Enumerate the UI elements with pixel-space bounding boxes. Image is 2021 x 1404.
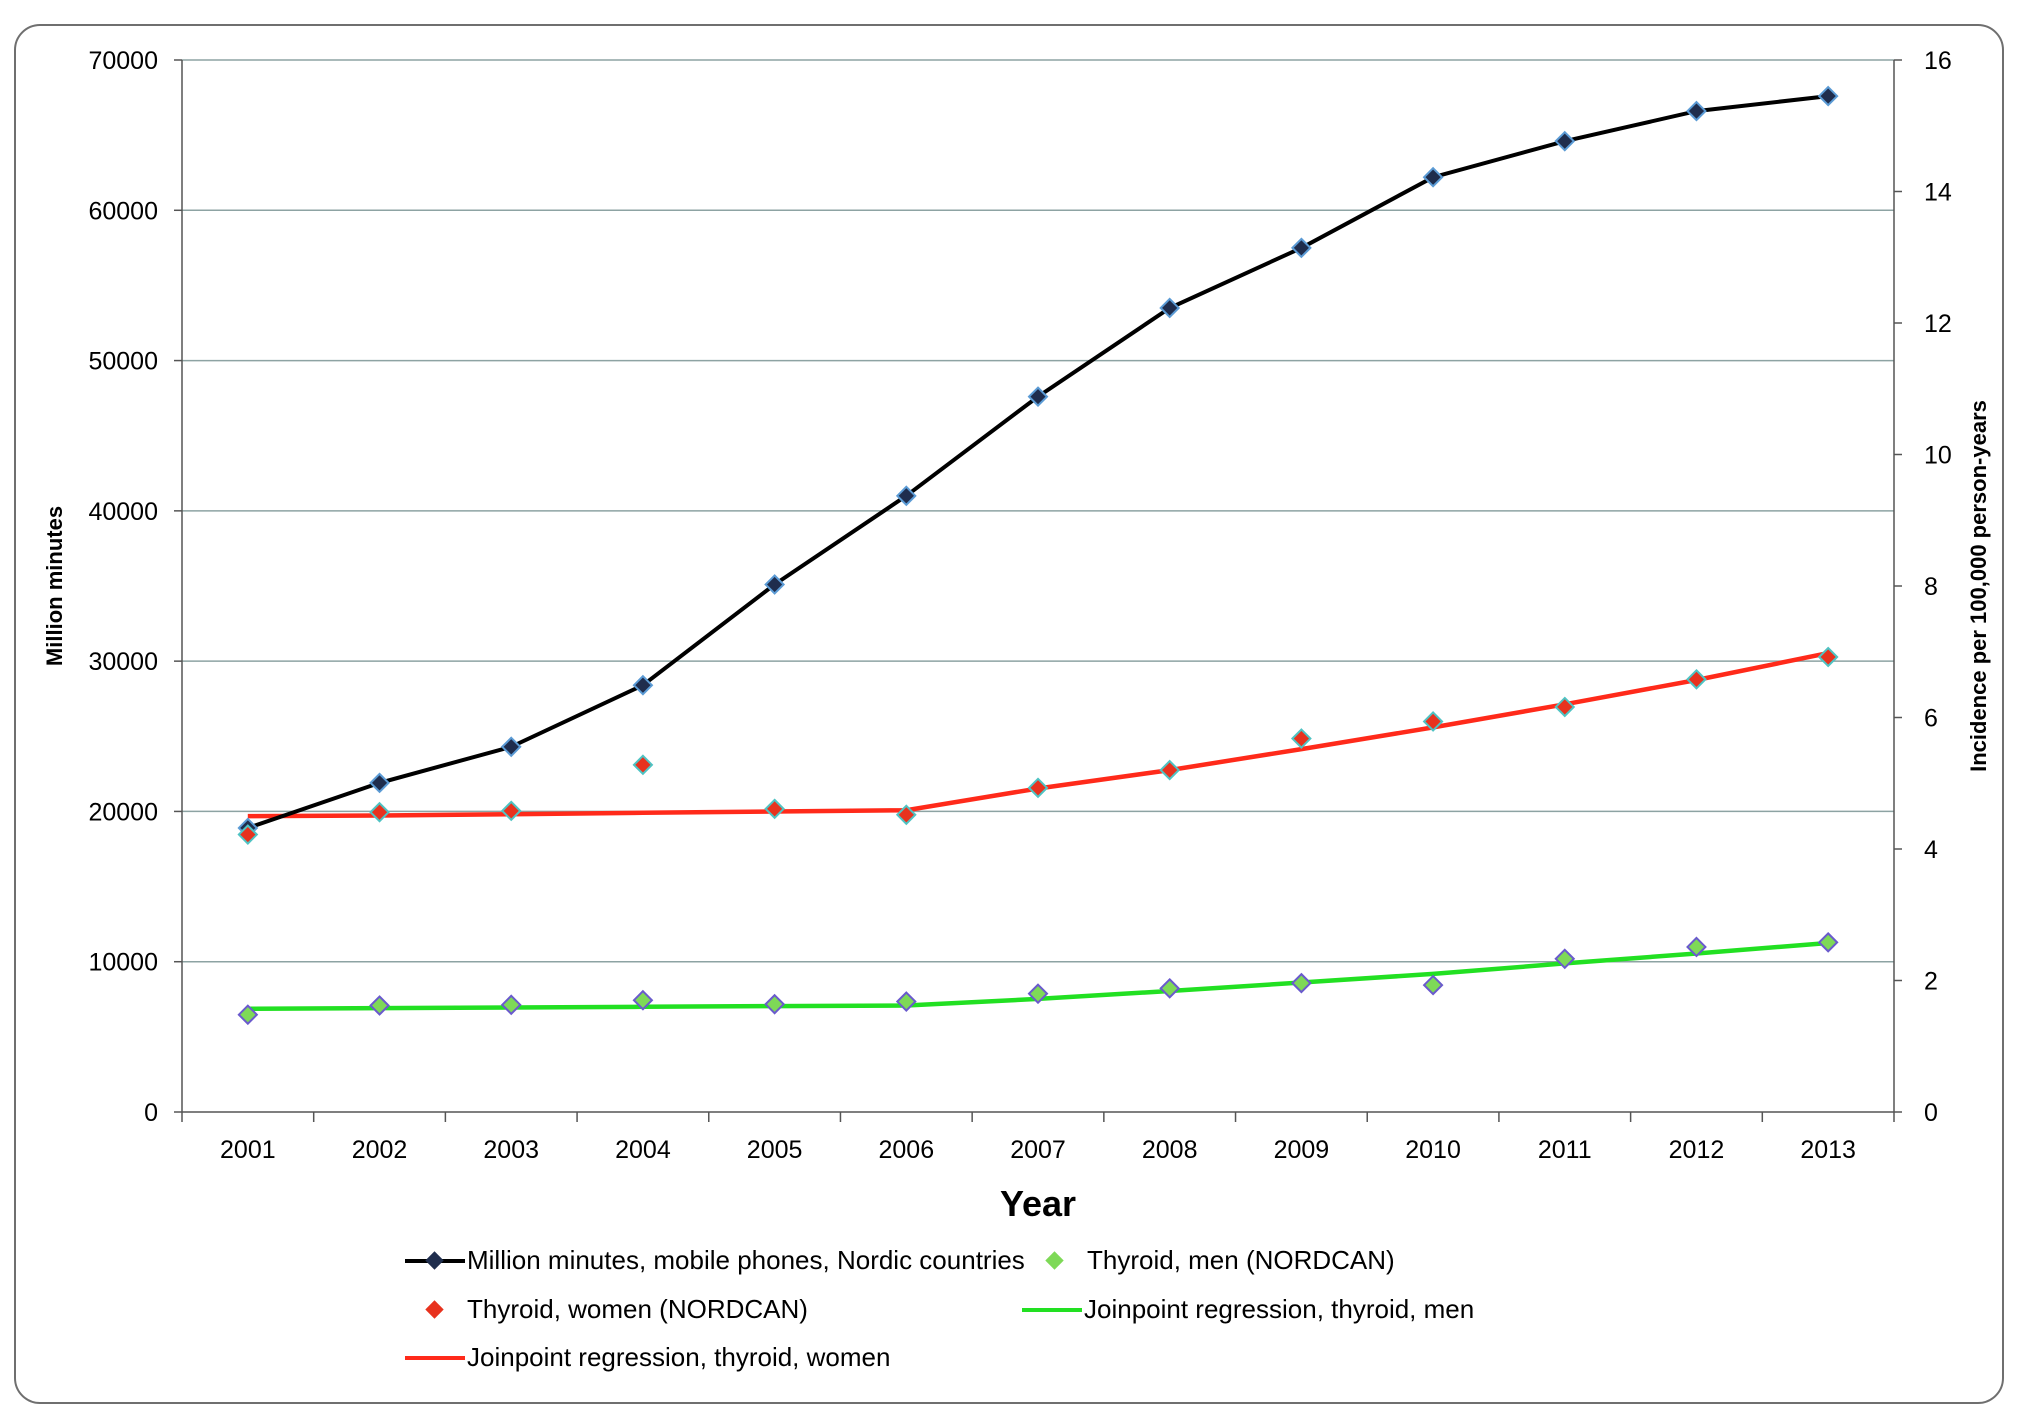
mobile-minutes-point [1817,85,1839,107]
y-tick-label: 10000 [88,949,158,977]
x-tick-label: 2001 [220,1136,276,1164]
x-tick-label: 2006 [878,1136,934,1164]
x-tick-label: 2003 [483,1136,539,1164]
legend-symbol [405,1295,465,1325]
y2-axis-title: Incidence per 100,000 person-years [1966,400,1991,772]
y2-tick-label: 10 [1924,442,1952,470]
thyroid-men-point [764,993,786,1015]
mobile-minutes-point [632,674,654,696]
y2-tick-label: 12 [1924,310,1952,338]
y-tick-label: 30000 [88,648,158,676]
legend-joinpoint-men: Joinpoint regression, thyroid, men [1022,1294,1474,1325]
thyroid-men-point [1027,983,1049,1005]
y-tick-label: 60000 [88,197,158,225]
x-tick-label: 2004 [615,1136,671,1164]
thyroid-women-point [1159,759,1181,781]
mobile-minutes-point [500,736,522,758]
legend-mobile-minutes: Million minutes, mobile phones, Nordic c… [405,1245,1025,1276]
legend-symbol [1022,1295,1082,1325]
legend-label: Million minutes, mobile phones, Nordic c… [467,1245,1025,1275]
mobile-minutes-point [764,574,786,595]
legend-symbol [1025,1246,1085,1276]
y2-tick-label: 6 [1924,705,1938,733]
thyroid-men-point [632,989,654,1011]
thyroid-women-point [1422,711,1444,732]
x-tick-label: 2005 [747,1136,803,1164]
legend-label: Thyroid, men (NORDCAN) [1087,1245,1395,1275]
thyroid-men-point [1422,974,1444,996]
x-tick-label: 2010 [1405,1136,1461,1164]
x-tick-label: 2007 [1010,1136,1066,1164]
thyroid-women-point [632,754,654,776]
thyroid-men-point [237,1004,259,1026]
y2-tick-label: 4 [1924,836,1938,864]
thyroid-women-point [237,824,259,845]
x-tick-label: 2012 [1669,1136,1725,1164]
legend-label: Joinpoint regression, thyroid, women [467,1342,891,1372]
thyroid-men-point [1686,936,1707,958]
y2-tick-label: 8 [1924,573,1938,601]
x-tick-label: 2013 [1800,1136,1856,1164]
thyroid-men-point [895,991,917,1012]
thyroid-women-point [1027,777,1049,799]
thyroid-women-point [1290,728,1312,749]
y2-tick-label: 0 [1924,1099,1938,1127]
x-tick-label: 2011 [1538,1136,1592,1164]
mobile-minutes-point [1027,386,1049,408]
thyroid-women-point [500,800,522,822]
y-tick-label: 40000 [88,498,158,526]
mobile-minutes-point [1422,166,1444,188]
y-tick-label: 50000 [88,348,158,376]
legend-thyroid-women: Thyroid, women (NORDCAN) [405,1294,808,1325]
legend-symbol [405,1343,465,1373]
y-tick-label: 0 [144,1099,158,1127]
legend-label: Thyroid, women (NORDCAN) [467,1294,808,1324]
mobile-minutes-point [1554,130,1576,152]
legend-label: Joinpoint regression, thyroid, men [1084,1294,1475,1324]
x-tick-label: 2002 [352,1136,408,1164]
y-tick-label: 70000 [88,47,158,75]
thyroid-men-point [1554,948,1576,970]
mobile-minutes-point [369,772,390,794]
thyroid-women-point [369,801,390,823]
thyroid-men-point [1290,972,1312,994]
thyroid-men-point [1817,931,1839,953]
mobile-minutes-point [1686,100,1707,122]
x-tick-label: 2008 [1142,1136,1198,1164]
x-axis-title: Year [1000,1183,1076,1224]
mobile-minutes-point [895,485,917,507]
chart-frame [14,24,2004,1404]
x-tick-label: 2009 [1274,1136,1330,1164]
mobile-minutes-point [1290,237,1312,259]
thyroid-women-point [1554,696,1576,718]
y-axis-title: Million minutes [42,506,67,666]
thyroid-men-point [500,994,522,1016]
thyroid-men-point [1159,977,1181,999]
thyroid-women-point [764,798,786,820]
thyroid-women-point [1817,646,1839,668]
thyroid-women-point [1686,668,1707,690]
y-tick-label: 20000 [88,798,158,826]
legend-thyroid-men: Thyroid, men (NORDCAN) [1025,1245,1395,1276]
legend-symbol [405,1246,465,1276]
mobile-minutes-line [247,94,1829,830]
thyroid-men-point [369,995,390,1016]
y2-tick-label: 14 [1924,179,1952,207]
legend-joinpoint-women: Joinpoint regression, thyroid, women [405,1342,890,1373]
y2-tick-label: 16 [1924,47,1952,75]
mobile-minutes-point [1159,297,1181,319]
y2-tick-label: 2 [1924,968,1938,996]
thyroid-women-point [895,804,917,826]
